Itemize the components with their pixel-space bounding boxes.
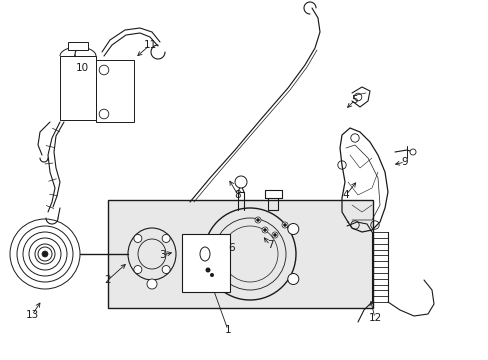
Circle shape xyxy=(209,273,214,277)
Text: 6: 6 xyxy=(228,243,235,253)
Circle shape xyxy=(42,251,48,257)
Text: 2: 2 xyxy=(104,275,111,285)
Circle shape xyxy=(38,247,52,261)
Text: 13: 13 xyxy=(25,310,39,320)
Circle shape xyxy=(147,279,157,289)
Circle shape xyxy=(134,234,142,242)
Circle shape xyxy=(409,149,415,155)
Circle shape xyxy=(205,267,210,273)
Text: 3: 3 xyxy=(159,250,165,260)
Text: 4: 4 xyxy=(342,190,348,200)
Text: 9: 9 xyxy=(401,157,407,167)
Text: 10: 10 xyxy=(75,63,88,73)
Circle shape xyxy=(256,218,259,222)
Circle shape xyxy=(134,266,142,274)
Text: 12: 12 xyxy=(367,313,381,323)
Circle shape xyxy=(262,227,267,233)
Bar xyxy=(68,42,88,50)
Text: 8: 8 xyxy=(234,190,241,200)
Text: 1: 1 xyxy=(224,325,231,335)
Circle shape xyxy=(287,274,298,284)
Bar xyxy=(108,200,372,308)
Circle shape xyxy=(273,233,276,237)
Bar xyxy=(182,234,229,292)
Circle shape xyxy=(162,266,170,274)
Text: 7: 7 xyxy=(266,240,273,250)
Bar xyxy=(96,60,134,122)
Text: 11: 11 xyxy=(143,40,156,50)
Circle shape xyxy=(287,224,298,234)
Circle shape xyxy=(271,232,278,238)
Circle shape xyxy=(254,217,261,223)
Text: 5: 5 xyxy=(351,95,358,105)
Circle shape xyxy=(235,176,246,188)
Circle shape xyxy=(282,222,287,228)
Circle shape xyxy=(283,223,286,227)
Bar xyxy=(60,56,96,120)
Circle shape xyxy=(162,234,170,242)
Circle shape xyxy=(263,228,266,232)
